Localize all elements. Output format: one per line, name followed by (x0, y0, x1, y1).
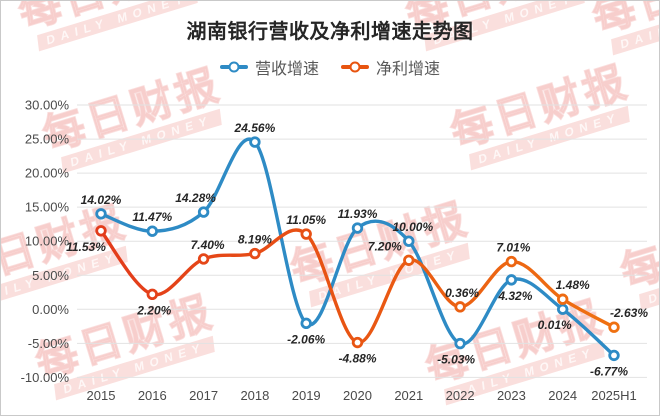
series-0-value-label: 4.32% (497, 289, 532, 303)
series-0-value-label: -2.06% (287, 332, 325, 346)
series-1-marker[interactable] (300, 228, 312, 240)
series-1-value-label: 7.20% (368, 239, 402, 253)
series-0-marker[interactable] (454, 337, 466, 350)
legend-dot-icon (349, 61, 361, 73)
gridlines (77, 104, 647, 378)
series-layer (95, 136, 620, 362)
series-1-value-label: 7.01% (496, 241, 530, 255)
x-axis-label: 2021 (394, 388, 423, 403)
series-1-marker[interactable] (351, 336, 364, 349)
y-axis-tick-label: 20.00% (25, 166, 70, 181)
series-1-marker[interactable] (249, 247, 261, 260)
x-axis-label: 2024 (548, 388, 577, 403)
x-axis-label: 2023 (497, 388, 526, 403)
series-1-value-label: 11.53% (66, 240, 106, 254)
series-0-value-label: 0.01% (538, 318, 572, 332)
x-axis-label: 2019 (292, 388, 321, 403)
x-axis-label: 2022 (446, 388, 475, 403)
series-0-marker[interactable] (608, 349, 620, 362)
x-axis-label: 2025H1 (591, 388, 637, 403)
chart-legend: 营收增速 净利增速 (1, 55, 659, 79)
series-1-marker[interactable] (454, 301, 466, 313)
legend-label: 营收增速 (254, 61, 319, 78)
series-0-marker[interactable] (249, 136, 261, 148)
series-0-value-label: 10.00% (392, 220, 433, 234)
x-axis-label: 2017 (189, 388, 218, 403)
legend-marker-icon (341, 61, 369, 73)
value-labels: 14.02% 11.47%14.28% 24.56% -2.06% 11.93% 10.0… (66, 121, 648, 378)
x-axis-label: 2016 (138, 388, 167, 403)
x-axis-label: 2020 (343, 388, 372, 403)
legend-item-series-0[interactable]: 营收增速 (219, 55, 319, 79)
y-axis-tick-label: 10.00% (25, 234, 70, 249)
x-axis-label: 2018 (240, 388, 269, 403)
legend-marker-icon (219, 61, 248, 73)
y-axis-tick-label: 25.00% (25, 132, 70, 147)
series-1-value-label: 2.20% (136, 303, 171, 317)
y-axis-tick-label: -5.00% (28, 336, 70, 351)
series-1-marker[interactable] (197, 253, 210, 265)
series-0-marker[interactable] (146, 225, 159, 237)
legend-label: 净利增速 (376, 61, 441, 78)
series-1-value-label: -2.63% (610, 306, 648, 320)
y-axis-tick-label: 15.00% (25, 200, 70, 215)
y-axis-tick-label: 5.00% (32, 268, 69, 283)
series-0-value-label: 11.47% (132, 210, 172, 224)
series-0-value-label: -6.77% (590, 364, 628, 378)
series-1-value-label: 0.36% (445, 286, 479, 300)
series-1-value-label: 7.40% (191, 238, 225, 252)
series-1-value-label: 1.48% (556, 278, 590, 292)
series-0-marker[interactable] (403, 235, 415, 247)
chart-header: 湖南银行营收及净利增速走势图 营收增速 净利增速 (1, 1, 659, 79)
series-0-marker[interactable] (197, 206, 210, 218)
series-0-marker[interactable] (505, 274, 518, 286)
series-1-marker[interactable] (608, 321, 620, 333)
series-0-marker[interactable] (351, 222, 364, 234)
series-1-value-label: -4.88% (338, 352, 376, 366)
x-axis-label: 2015 (87, 388, 116, 403)
series-1-marker[interactable] (146, 288, 159, 301)
series-1-marker[interactable] (505, 255, 518, 268)
series-0-value-label: 14.02% (81, 193, 122, 207)
series-0-value-label: -5.03% (437, 353, 475, 367)
series-0-value-label: 14.28% (175, 191, 216, 205)
legend-dot-icon (228, 61, 240, 73)
series-0-marker[interactable] (300, 317, 312, 330)
y-axis-tick-label: 0.00% (32, 302, 69, 317)
legend-item-series-1[interactable]: 净利增速 (341, 55, 440, 79)
axis-labels: 30.00% 25.00% 20.00% 15.00% 10.00% 5.00% 0.00%… (21, 98, 637, 403)
series-1-value-label: 8.19% (238, 233, 272, 247)
series-0-marker[interactable] (95, 208, 107, 220)
series-1-marker[interactable] (95, 225, 107, 237)
y-axis-tick-label: 30.00% (25, 98, 70, 113)
series-0-marker[interactable] (557, 303, 569, 315)
series-0-value-label: 11.93% (338, 207, 378, 221)
y-axis-tick-label: -10.00% (21, 370, 70, 385)
series-0-value-label: 24.56% (234, 121, 276, 135)
series-1-marker[interactable] (557, 293, 569, 305)
series-1-marker[interactable] (403, 254, 415, 266)
series-1-value-label: 11.05% (286, 213, 326, 227)
chart-title: 湖南银行营收及净利增速走势图 (186, 21, 474, 43)
